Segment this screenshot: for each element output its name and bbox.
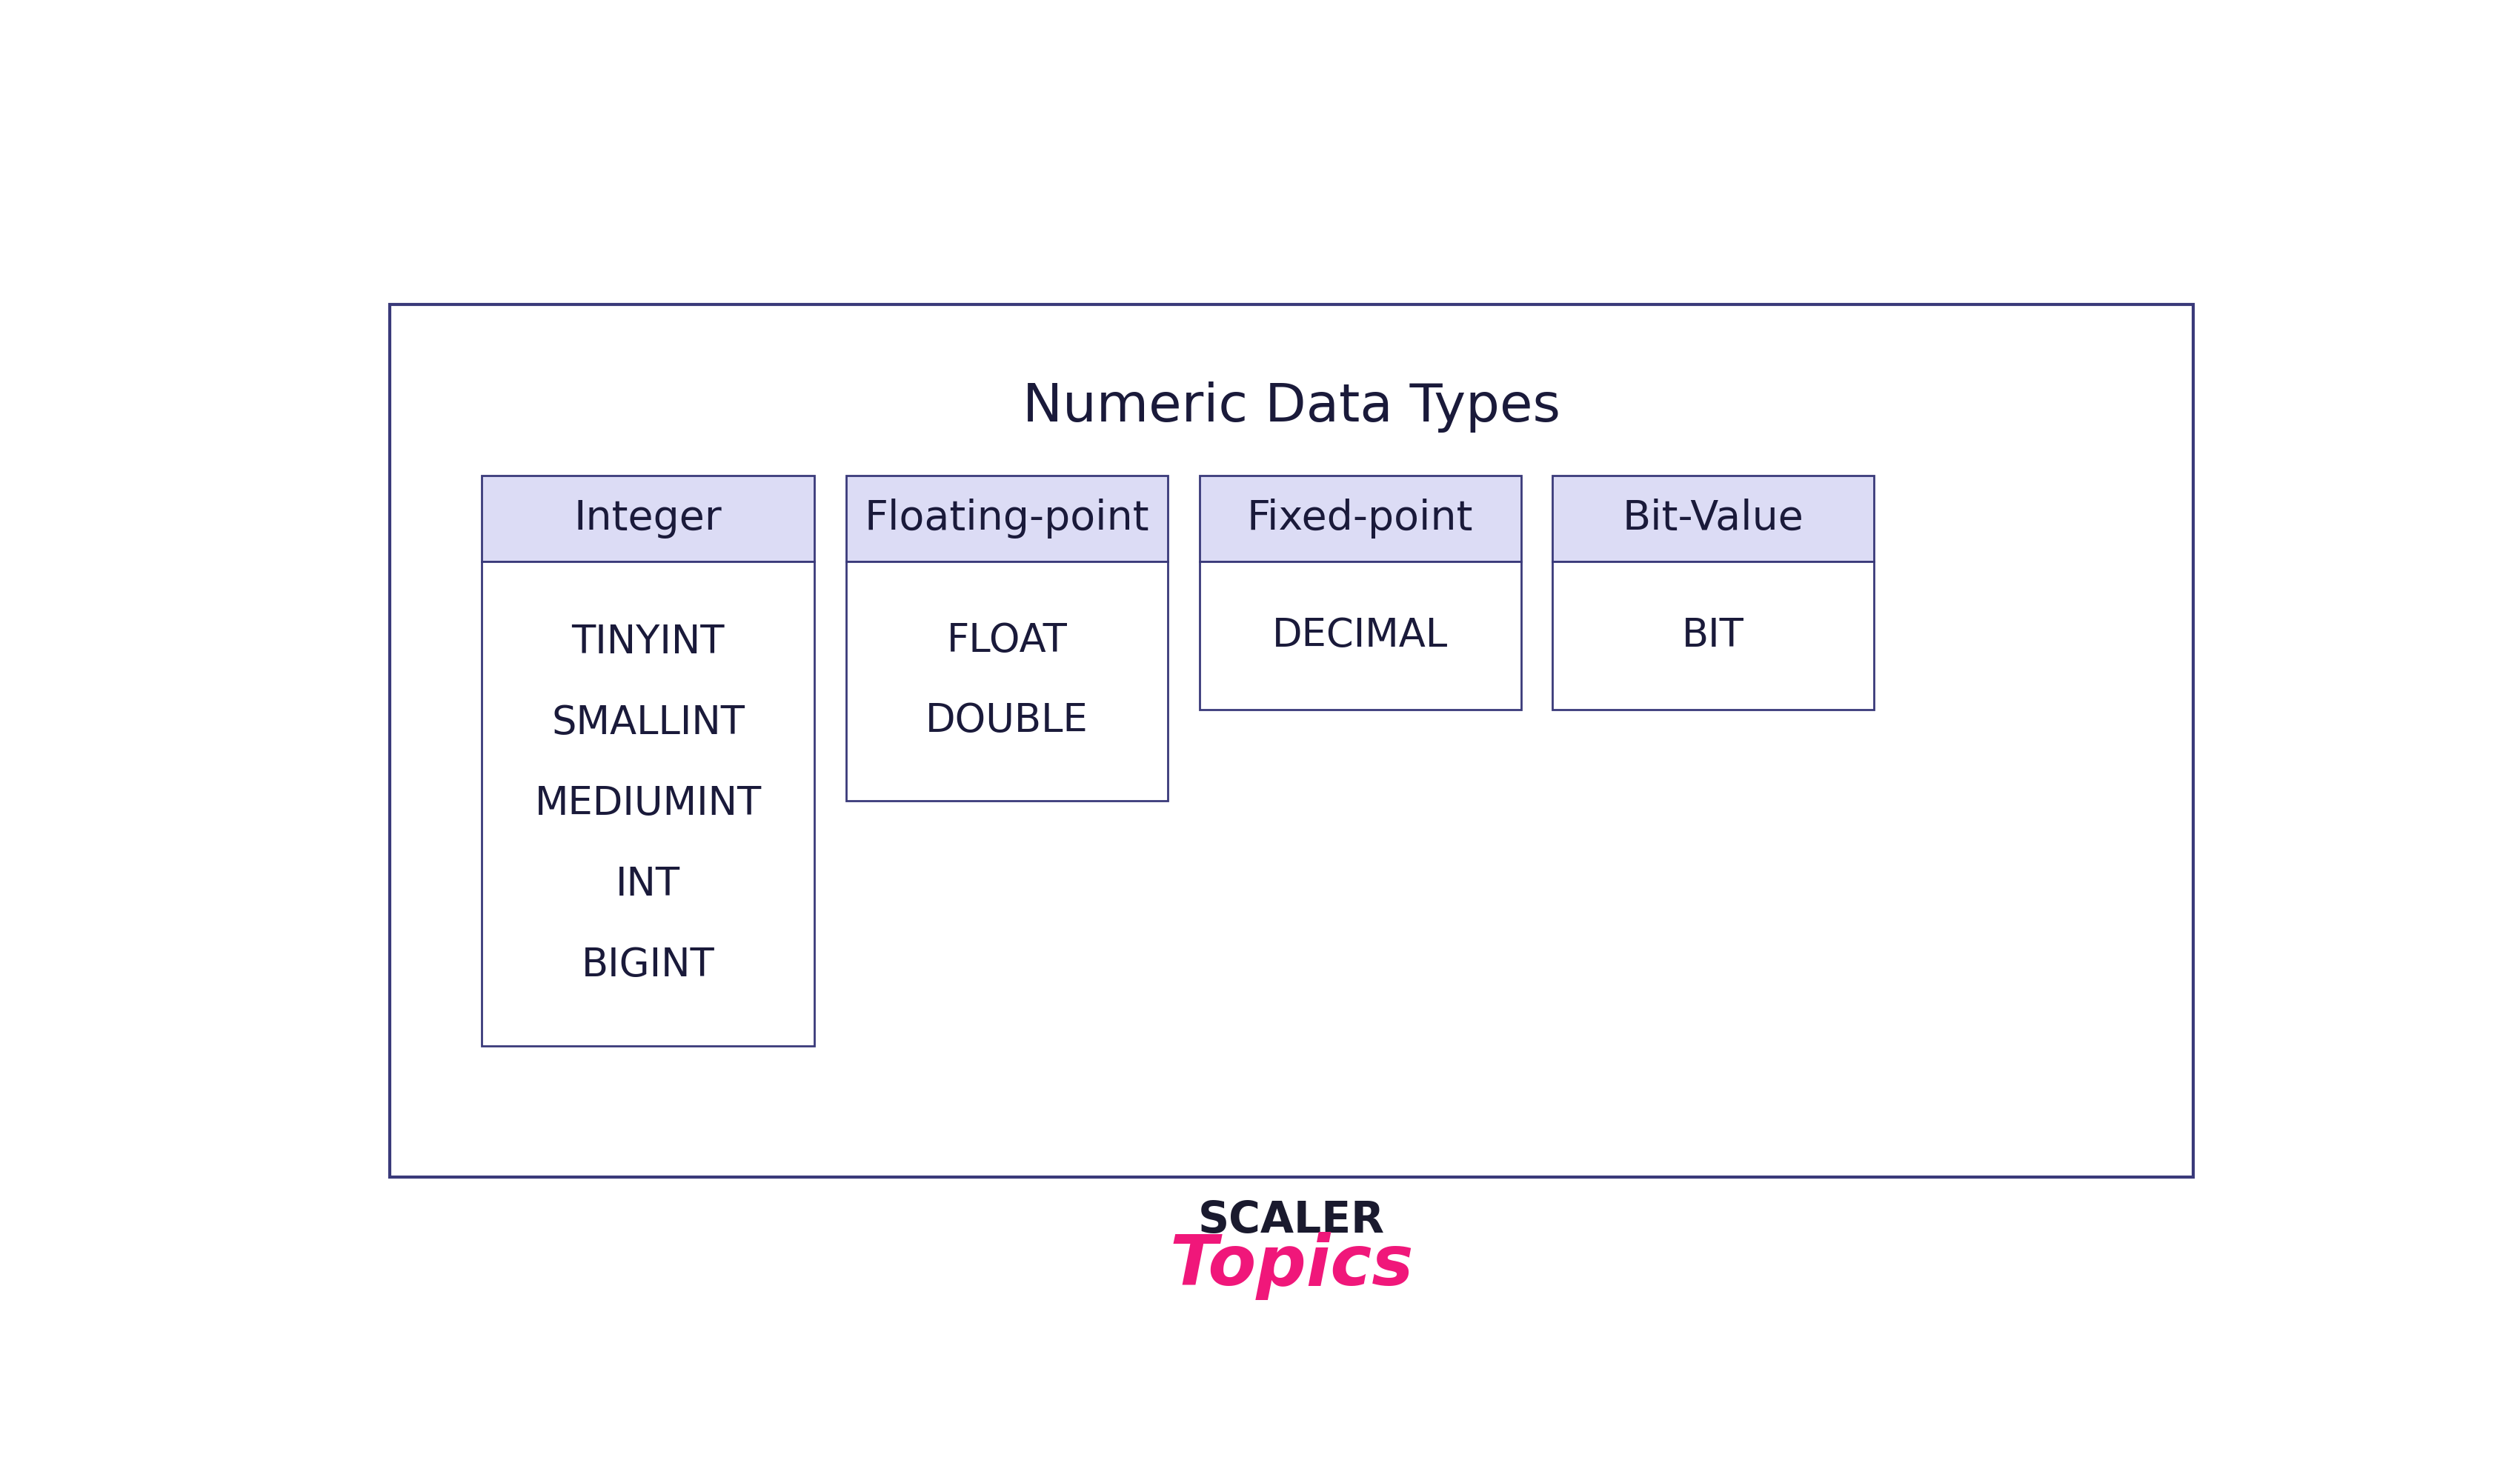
Text: Integer: Integer	[575, 498, 723, 538]
Bar	[847, 476, 1167, 561]
Bar	[1552, 476, 1875, 561]
Bar	[1200, 561, 1522, 709]
Bar	[1200, 476, 1522, 561]
Text: BIT: BIT	[1683, 615, 1744, 654]
Text: BIGINT: BIGINT	[582, 946, 716, 985]
Bar	[481, 561, 814, 1046]
Text: SMALLINT: SMALLINT	[552, 703, 746, 742]
Bar	[391, 304, 2192, 1178]
Text: DECIMAL: DECIMAL	[1273, 615, 1449, 654]
Text: Bit-Value: Bit-Value	[1623, 498, 1804, 538]
Bar	[1552, 561, 1875, 709]
Text: Topics: Topics	[1169, 1231, 1414, 1299]
Text: SCALER: SCALER	[1197, 1198, 1386, 1241]
Text: MEDIUMINT: MEDIUMINT	[534, 785, 761, 823]
Text: INT: INT	[615, 865, 680, 903]
Bar	[847, 561, 1167, 801]
Text: TINYINT: TINYINT	[572, 623, 726, 661]
Text: Fixed-point: Fixed-point	[1247, 498, 1474, 538]
Text: DOUBLE: DOUBLE	[925, 701, 1089, 740]
Bar	[481, 476, 814, 561]
Text: Floating-point: Floating-point	[864, 498, 1149, 538]
Text: FLOAT: FLOAT	[948, 621, 1068, 660]
Text: Numeric Data Types: Numeric Data Types	[1023, 381, 1560, 433]
